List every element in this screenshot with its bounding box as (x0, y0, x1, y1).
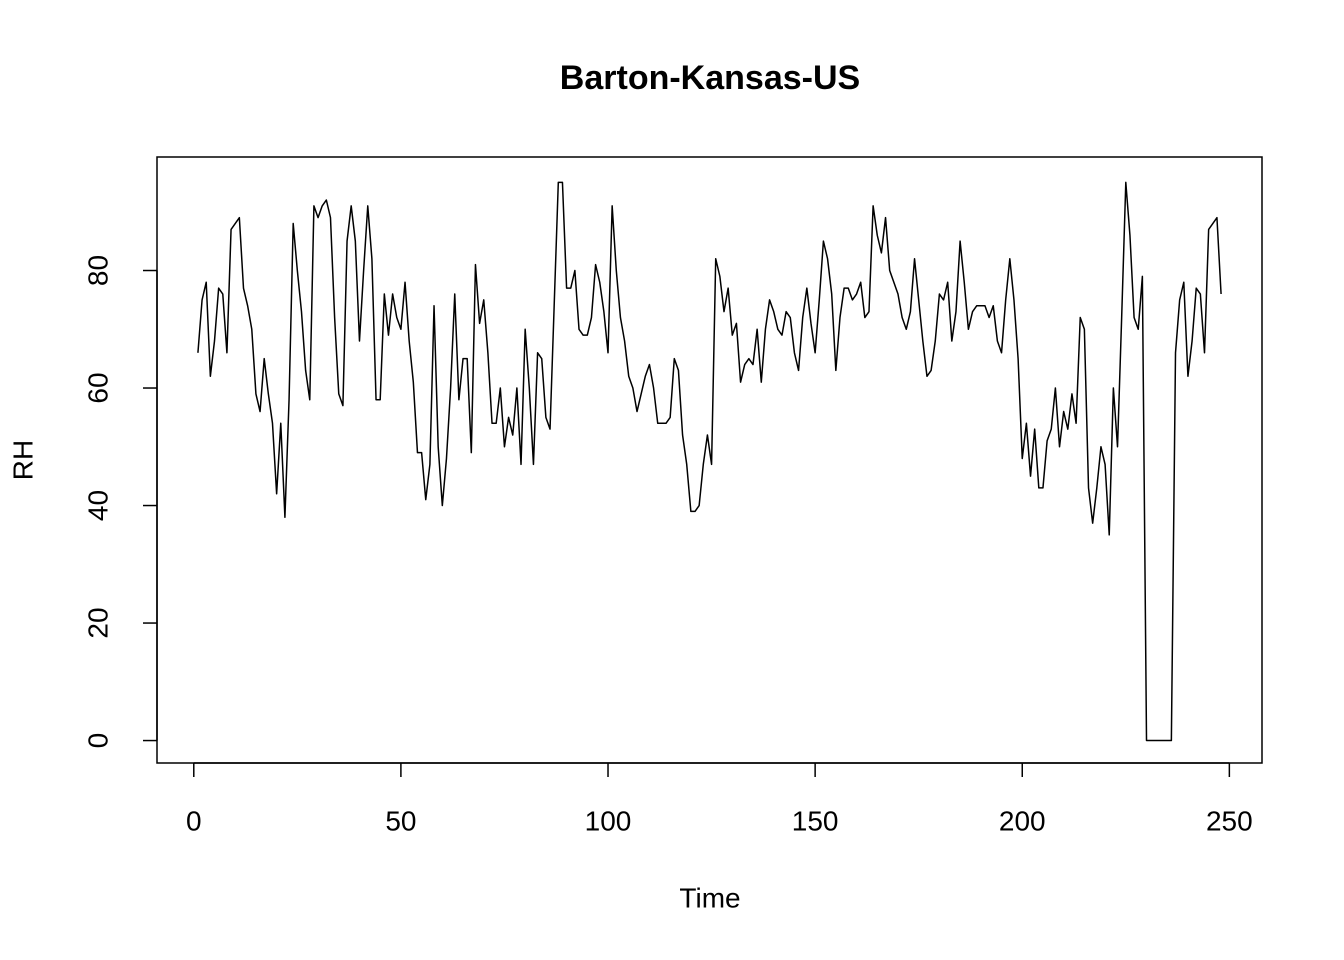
chart-title: Barton-Kansas-US (560, 59, 860, 97)
x-axis-label: Time (679, 882, 740, 913)
x-tick-label: 150 (792, 805, 839, 836)
y-axis-label: RH (7, 440, 38, 480)
plot-box (156, 156, 1263, 764)
x-tick-label: 50 (385, 805, 416, 836)
y-tick-label: 20 (82, 607, 113, 638)
x-tick-label: 250 (1206, 805, 1253, 836)
x-tick-label: 100 (585, 805, 632, 836)
data-line (197, 181, 1222, 742)
y-tick-label: 60 (82, 372, 113, 403)
y-tick-label: 80 (82, 255, 113, 286)
x-tick-label: 200 (999, 805, 1046, 836)
y-tick-label: 0 (82, 733, 113, 749)
x-tick-label: 0 (186, 805, 202, 836)
y-tick-label: 40 (82, 490, 113, 521)
